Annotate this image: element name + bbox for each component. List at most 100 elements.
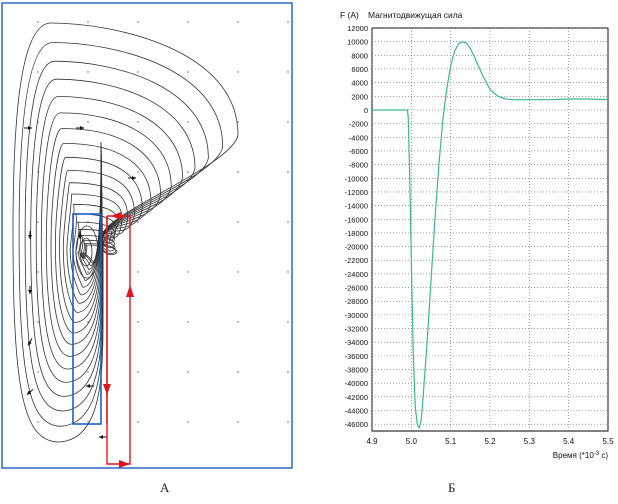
grid-dot — [137, 171, 139, 173]
y-tick-label: -16000 — [345, 215, 368, 224]
current-direction-arrow — [111, 212, 121, 220]
grid-dot — [237, 321, 239, 323]
grid-dot — [87, 421, 89, 423]
grid-dot — [137, 121, 139, 123]
field-map-frame — [1, 2, 293, 469]
field-vector-arrow — [86, 384, 94, 388]
grid-dot — [37, 371, 39, 373]
y-tick-labels: 12000 10000 8000 6000 4000 2000 0 -2000 -4000 -60… — [345, 24, 368, 429]
grid-dot — [237, 71, 239, 73]
y-tick-label: -20000 — [345, 243, 368, 252]
x-tick-label: 5.4 — [563, 437, 575, 446]
grid-dot — [137, 421, 139, 423]
y-tick-label: -30000 — [345, 311, 368, 320]
mmf-chart: F (A) Магнитодвижущая сила 12000 10000 800… — [340, 10, 614, 460]
y-tick-label: -40000 — [345, 379, 368, 388]
y-tick-label: -10000 — [345, 174, 368, 183]
field-vector-arrows — [24, 126, 136, 439]
grid-dot — [87, 21, 89, 23]
grid-dot — [237, 121, 239, 123]
y-tick-label: -46000 — [345, 420, 368, 429]
grid-dot — [187, 321, 189, 323]
grid-dot — [137, 71, 139, 73]
grid-dot — [287, 371, 289, 373]
grid-dot — [287, 221, 289, 223]
grid-dot — [287, 121, 289, 123]
y-axis-label: F (A) — [340, 10, 359, 20]
y-tick-label: -38000 — [345, 366, 368, 375]
current-direction-arrow — [103, 384, 111, 395]
coil-winding — [72, 213, 102, 425]
y-tick-label: 4000 — [351, 79, 368, 88]
grid-dot — [287, 271, 289, 273]
y-tick-label: 12000 — [347, 24, 368, 33]
grid-dot — [187, 71, 189, 73]
field-grid-dots — [37, 21, 289, 423]
y-tick-label: 0 — [364, 106, 368, 115]
x-tick-label: 4.9 — [366, 437, 378, 446]
circuit-loop — [106, 215, 131, 465]
caption-a: А — [160, 480, 170, 495]
y-tick-label: -2000 — [349, 120, 368, 129]
grid-dot — [237, 371, 239, 373]
y-tick-label: -32000 — [345, 325, 368, 334]
y-tick-label: -12000 — [345, 188, 368, 197]
current-direction-arrow — [126, 285, 134, 297]
grid-dot — [287, 171, 289, 173]
y-tick-label: -36000 — [345, 352, 368, 361]
y-tick-label: -18000 — [345, 229, 368, 238]
field-line — [12, 22, 239, 443]
field-vector-arrow — [76, 126, 84, 130]
field-vector-arrow — [28, 286, 32, 294]
grid-dot — [37, 271, 39, 273]
grid-dot — [187, 171, 189, 173]
grid-dot — [37, 71, 39, 73]
grid-dot — [37, 21, 39, 23]
x-tick-label: 5.3 — [524, 437, 536, 446]
grid-dot — [187, 221, 189, 223]
grid-dot — [87, 121, 89, 123]
y-tick-label: -24000 — [345, 270, 368, 279]
chart-title: Магнитодвижущая сила — [368, 10, 463, 20]
field-vector-arrow — [128, 176, 136, 180]
grid-dot — [287, 21, 289, 23]
grid-dot — [237, 271, 239, 273]
grid-dot — [37, 321, 39, 323]
grid-dot — [87, 71, 89, 73]
field-vector-arrow — [26, 389, 34, 395]
x-axis-label: Время (*10-3 с) — [553, 451, 609, 460]
grid-dot — [37, 421, 39, 423]
field-lines — [12, 22, 239, 443]
grid-dot — [87, 321, 89, 323]
y-tick-label: 8000 — [351, 51, 368, 60]
grid-dot — [137, 321, 139, 323]
grid-dot — [187, 121, 189, 123]
field-line — [79, 237, 93, 267]
grid-dot — [237, 21, 239, 23]
grid-dot — [237, 221, 239, 223]
x-tick-label: 5.1 — [445, 437, 457, 446]
x-tick-labels: 4.9 5.0 5.1 5.2 5.3 5.4 5.5 — [366, 437, 614, 446]
y-tick-label: 6000 — [351, 65, 368, 74]
grid-dot — [137, 371, 139, 373]
y-tick-label: -8000 — [349, 161, 368, 170]
field-vector-arrow — [78, 231, 82, 239]
grid-dot — [187, 421, 189, 423]
y-tick-label: -4000 — [349, 133, 368, 142]
grid-dot — [237, 421, 239, 423]
current-direction-arrow — [119, 460, 130, 468]
x-tick-label: 5.5 — [602, 437, 614, 446]
y-tick-label: -6000 — [349, 147, 368, 156]
grid-dot — [37, 221, 39, 223]
grid-dot — [287, 421, 289, 423]
y-tick-label: -42000 — [345, 393, 368, 402]
field-line — [75, 225, 99, 279]
y-tick-label: -28000 — [345, 297, 368, 306]
grid-dot — [237, 171, 239, 173]
y-tick-label: -26000 — [345, 284, 368, 293]
grid-dot — [187, 371, 189, 373]
y-tick-label: 2000 — [351, 92, 368, 101]
grid-dot — [187, 21, 189, 23]
field-vector-arrow — [28, 231, 32, 239]
y-tick-label: -22000 — [345, 256, 368, 265]
